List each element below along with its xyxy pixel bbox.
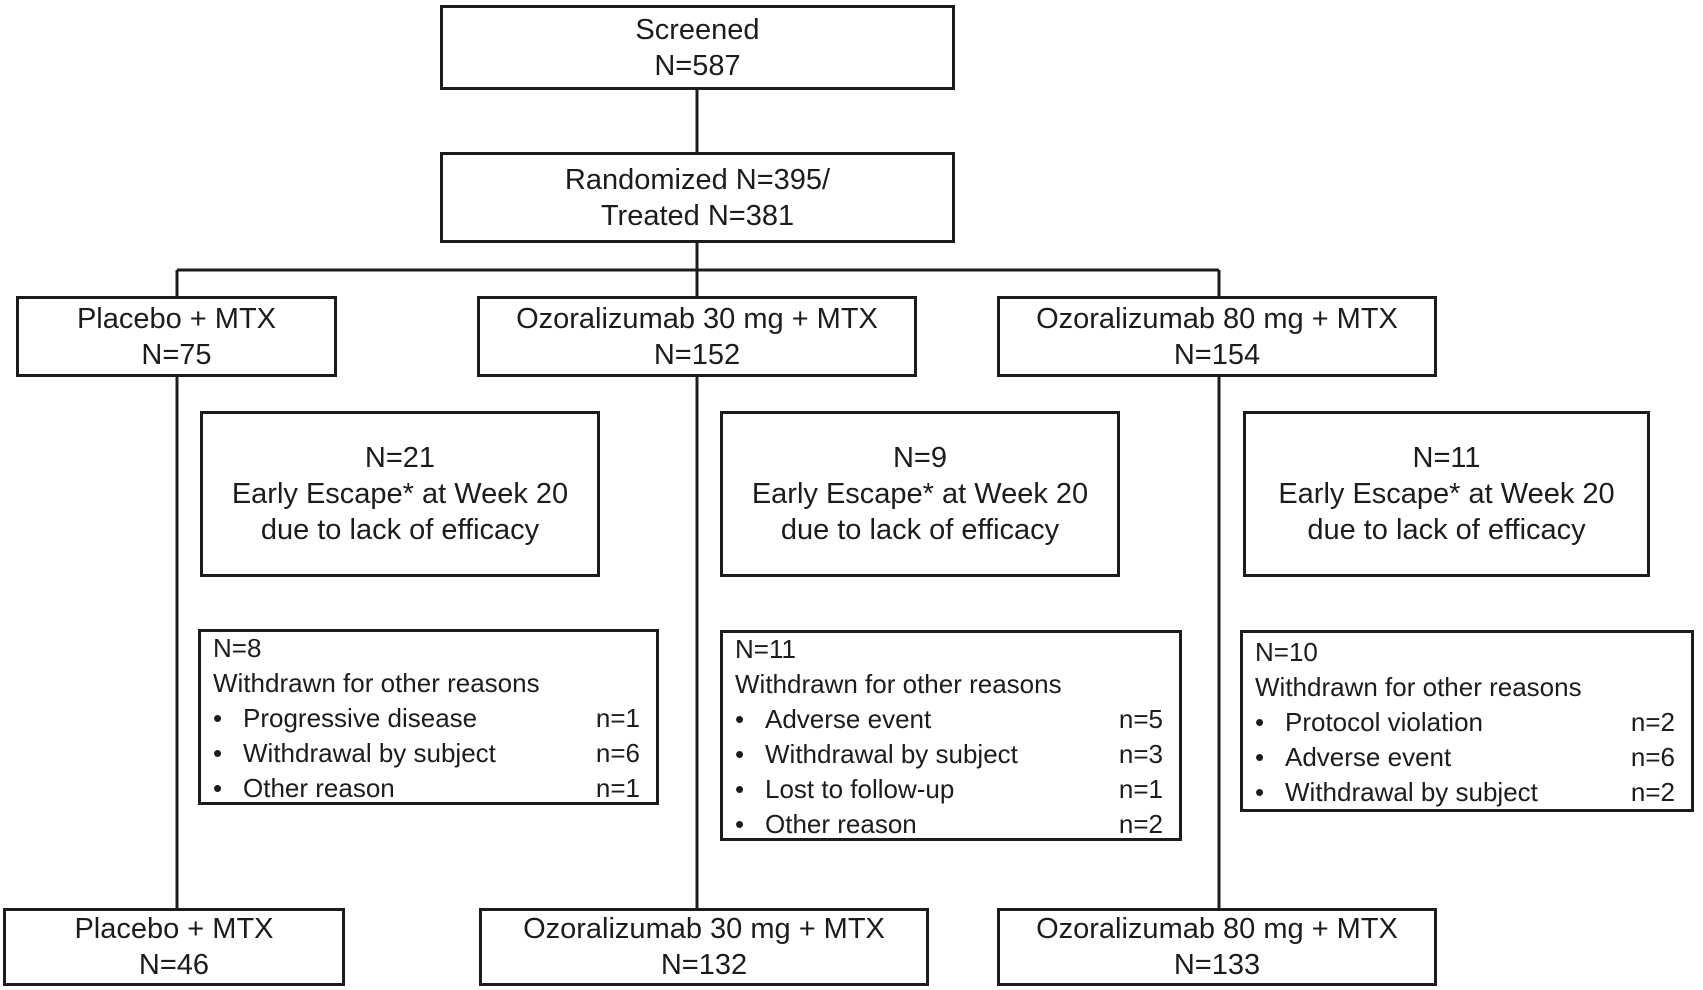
withdrawal-reason-count: n=5 — [1118, 703, 1163, 734]
withdrawn-n: N=11 — [735, 633, 796, 664]
arm-n: N=46 — [138, 949, 210, 981]
bullet-icon: • — [213, 737, 223, 768]
withdrawal-reason-label: Withdrawal by subject — [243, 737, 496, 768]
arm-n: N=133 — [1173, 949, 1261, 981]
bullet-icon: • — [213, 772, 223, 803]
early-escape-n: N=21 — [364, 442, 436, 474]
withdrawal-reason-label: Adverse event — [1285, 741, 1452, 772]
bullet-icon: • — [735, 773, 745, 804]
arm-ozoralizumab30-allocated-box: Ozoralizumab 30 mg + MTX N=152 — [477, 296, 917, 377]
withdrawal-reason-label: Adverse event — [765, 703, 932, 734]
withdrawn-title: Withdrawn for other reasons — [735, 668, 1062, 699]
early-escape-line: Early Escape* at Week 20 — [751, 478, 1089, 510]
arm-label: Placebo + MTX — [74, 913, 274, 945]
withdrawal-reason-count: n=2 — [1630, 706, 1675, 737]
screened-box: Screened N=587 — [440, 5, 955, 90]
withdrawal-reason-row: • Withdrawal by subject n=2 — [1255, 775, 1677, 810]
withdrawal-reason-label: Progressive disease — [243, 702, 478, 733]
arm-ozoralizumab80-allocated-box: Ozoralizumab 80 mg + MTX N=154 — [997, 296, 1437, 377]
withdrawal-reason-count: n=1 — [1118, 773, 1163, 804]
arm-ozoralizumab30-completed-box: Ozoralizumab 30 mg + MTX N=132 — [479, 908, 929, 986]
bullet-icon: • — [1255, 741, 1265, 772]
withdrawal-reason-label: Withdrawal by subject — [765, 738, 1018, 769]
arm-ozoralizumab80-completed-box: Ozoralizumab 80 mg + MTX N=133 — [997, 908, 1437, 986]
withdrawal-reason-row: • Progressive disease n=1 — [213, 701, 642, 736]
withdrawal-reason-label: Withdrawal by subject — [1285, 776, 1538, 807]
bullet-icon: • — [213, 702, 223, 733]
arm-ozoralizumab80-early-escape-box: N=11 Early Escape* at Week 20 due to lac… — [1243, 411, 1650, 577]
early-escape-line: due to lack of efficacy — [1307, 514, 1586, 546]
arm-placebo-withdrawn-box: N=8 Withdrawn for other reasons • Progre… — [198, 629, 659, 805]
withdrawal-reason-row: • Other reason n=2 — [735, 807, 1165, 842]
withdrawal-reason-label: Lost to follow-up — [765, 773, 955, 804]
withdrawal-reason-label: Protocol violation — [1285, 706, 1483, 737]
withdrawn-n: N=8 — [213, 632, 262, 663]
early-escape-line: due to lack of efficacy — [780, 514, 1060, 546]
arm-placebo-completed-box: Placebo + MTX N=46 — [3, 908, 345, 986]
withdrawal-reason-count: n=2 — [1630, 776, 1675, 807]
early-escape-line: Early Escape* at Week 20 — [1278, 478, 1615, 510]
bullet-icon: • — [735, 808, 745, 839]
withdrawal-reason-label: Other reason — [243, 772, 395, 803]
bullet-icon: • — [1255, 776, 1265, 807]
bullet-icon: • — [1255, 706, 1265, 737]
withdrawn-title: Withdrawn for other reasons — [213, 667, 540, 698]
randomized-label: Randomized N=395/ — [564, 163, 831, 196]
bullet-icon: • — [735, 703, 745, 734]
arm-n: N=132 — [660, 949, 748, 981]
withdrawal-reason-row: • Withdrawal by subject n=6 — [213, 736, 642, 771]
arm-ozoralizumab30-early-escape-box: N=9 Early Escape* at Week 20 due to lack… — [720, 411, 1120, 577]
withdrawal-reason-row: • Withdrawal by subject n=3 — [735, 737, 1165, 772]
arm-n: N=152 — [653, 338, 741, 371]
arm-label: Ozoralizumab 80 mg + MTX — [1036, 913, 1398, 945]
withdrawal-reason-row: • Other reason n=1 — [213, 771, 642, 806]
withdrawal-reason-count: n=6 — [595, 737, 640, 768]
early-escape-line: due to lack of efficacy — [260, 514, 540, 546]
withdrawn-n: N=10 — [1255, 636, 1318, 667]
screened-n: N=587 — [654, 49, 741, 82]
screened-label: Screened — [635, 13, 760, 46]
early-escape-n: N=9 — [892, 442, 947, 474]
arm-label: Ozoralizumab 30 mg + MTX — [516, 302, 878, 335]
withdrawal-reason-count: n=3 — [1118, 738, 1163, 769]
arm-placebo-allocated-box: Placebo + MTX N=75 — [16, 296, 337, 377]
bullet-icon: • — [735, 738, 745, 769]
early-escape-line: Early Escape* at Week 20 — [231, 478, 569, 510]
treated-label: Treated N=381 — [600, 199, 795, 232]
arm-label: Placebo + MTX — [76, 302, 277, 335]
early-escape-n: N=11 — [1412, 442, 1481, 474]
randomized-box: Randomized N=395/ Treated N=381 — [440, 152, 955, 243]
withdrawal-reason-count: n=1 — [595, 702, 640, 733]
withdrawal-reason-row: • Protocol violation n=2 — [1255, 705, 1677, 740]
withdrawal-reason-row: • Adverse event n=5 — [735, 702, 1165, 737]
arm-n: N=75 — [141, 338, 212, 371]
withdrawn-title: Withdrawn for other reasons — [1255, 671, 1582, 702]
arm-placebo-early-escape-box: N=21 Early Escape* at Week 20 due to lac… — [200, 411, 600, 577]
arm-ozoralizumab80-withdrawn-box: N=10 Withdrawn for other reasons • Proto… — [1240, 630, 1694, 812]
withdrawal-reason-count: n=2 — [1118, 808, 1163, 839]
arm-ozoralizumab30-withdrawn-box: N=11 Withdrawn for other reasons • Adver… — [720, 630, 1182, 841]
arm-label: Ozoralizumab 80 mg + MTX — [1036, 302, 1398, 335]
arm-n: N=154 — [1173, 338, 1261, 371]
withdrawal-reason-count: n=1 — [595, 772, 640, 803]
arm-label: Ozoralizumab 30 mg + MTX — [523, 913, 885, 945]
withdrawal-reason-row: • Adverse event n=6 — [1255, 740, 1677, 775]
withdrawal-reason-label: Other reason — [765, 808, 917, 839]
withdrawal-reason-row: • Lost to follow-up n=1 — [735, 772, 1165, 807]
withdrawal-reason-count: n=6 — [1630, 741, 1675, 772]
